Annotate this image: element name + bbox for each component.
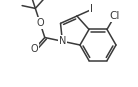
Text: Cl: Cl bbox=[109, 11, 120, 21]
Text: I: I bbox=[90, 4, 93, 14]
Text: N: N bbox=[59, 36, 66, 46]
Text: O: O bbox=[31, 44, 38, 54]
Text: O: O bbox=[36, 18, 44, 28]
